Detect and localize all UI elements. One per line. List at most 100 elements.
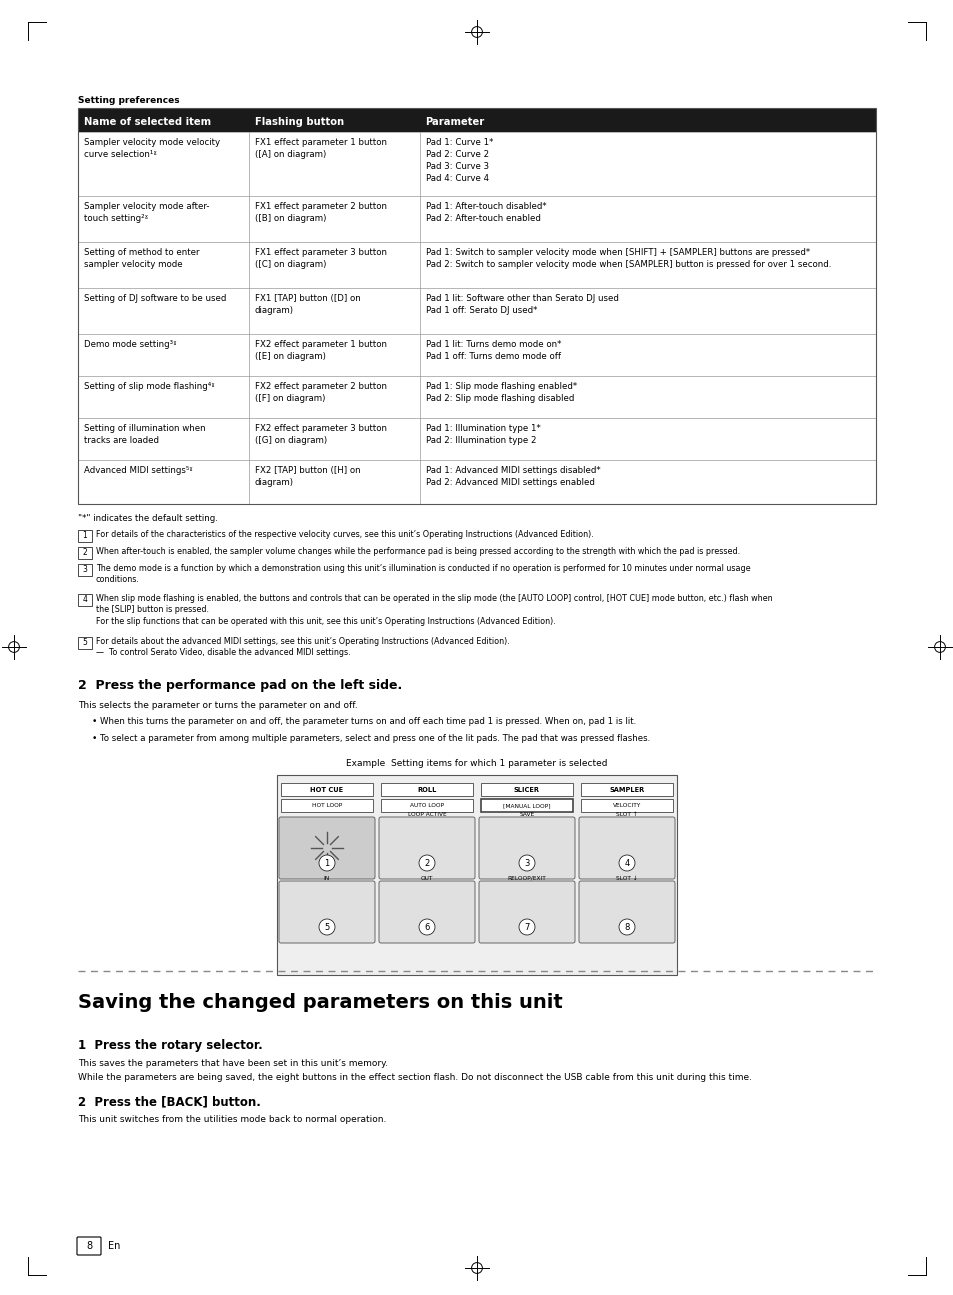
Text: 2: 2 [83, 549, 88, 558]
Text: 8: 8 [86, 1241, 92, 1251]
Text: 3: 3 [83, 566, 88, 575]
Text: 2  Press the performance pad on the left side.: 2 Press the performance pad on the left … [78, 679, 402, 692]
Text: 7: 7 [524, 922, 529, 931]
Circle shape [418, 855, 435, 872]
Text: Pad 1 lit: Turns demo mode on*
Pad 1 off: Turns demo mode off: Pad 1 lit: Turns demo mode on* Pad 1 off… [425, 341, 560, 361]
Text: HOT CUE: HOT CUE [310, 786, 343, 793]
Bar [580, 799, 672, 812]
Text: 1  Press the rotary selector.: 1 Press the rotary selector. [78, 1039, 262, 1052]
Text: Setting preferences: Setting preferences [78, 96, 179, 105]
Text: Setting of slip mode flashing⁴ˠ: Setting of slip mode flashing⁴ˠ [84, 382, 214, 391]
Text: 5: 5 [324, 922, 330, 931]
FancyBboxPatch shape [378, 881, 475, 943]
Text: Pad 1 lit: Software other than Serato DJ used
Pad 1 off: Serato DJ used*: Pad 1 lit: Software other than Serato DJ… [425, 294, 618, 315]
Text: When after-touch is enabled, the sampler volume changes while the performance pa: When after-touch is enabled, the sampler… [96, 546, 740, 556]
Text: FX2 effect parameter 3 button
([G] on diagram): FX2 effect parameter 3 button ([G] on di… [254, 423, 386, 445]
Text: 5: 5 [83, 638, 88, 648]
Text: FX2 effect parameter 2 button
([F] on diagram): FX2 effect parameter 2 button ([F] on di… [254, 382, 386, 403]
Circle shape [618, 855, 635, 872]
Text: This selects the parameter or turns the parameter on and off.: This selects the parameter or turns the … [78, 701, 357, 710]
Text: SAVE: SAVE [518, 812, 534, 817]
Bar [281, 783, 373, 796]
Text: IN: IN [323, 875, 330, 881]
Text: Setting of illumination when
tracks are loaded: Setting of illumination when tracks are … [84, 423, 206, 445]
Text: [MANUAL LOOP]: [MANUAL LOOP] [502, 803, 550, 808]
FancyBboxPatch shape [278, 881, 375, 943]
Text: 6: 6 [424, 922, 429, 931]
FancyBboxPatch shape [578, 881, 675, 943]
Text: FX2 [TAP] button ([H] on
diagram): FX2 [TAP] button ([H] on diagram) [254, 466, 360, 487]
Circle shape [318, 919, 335, 935]
Bar [276, 774, 677, 975]
Circle shape [518, 855, 535, 872]
Text: SAMPLER: SAMPLER [609, 786, 644, 793]
Text: Pad 1: Illumination type 1*
Pad 2: Illumination type 2: Pad 1: Illumination type 1* Pad 2: Illum… [425, 423, 539, 445]
Text: Advanced MIDI settings⁵ˠ: Advanced MIDI settings⁵ˠ [84, 466, 193, 475]
Text: ROLL: ROLL [416, 786, 436, 793]
Text: For details of the characteristics of the respective velocity curves, see this u: For details of the characteristics of th… [96, 530, 593, 539]
Text: SLOT ↓: SLOT ↓ [616, 875, 638, 881]
Bar [480, 783, 573, 796]
Bar [580, 783, 672, 796]
Text: HOT LOOP: HOT LOOP [312, 803, 342, 808]
Circle shape [418, 919, 435, 935]
Circle shape [318, 855, 335, 872]
FancyBboxPatch shape [77, 1237, 101, 1255]
FancyBboxPatch shape [278, 817, 375, 879]
Bar [78, 107, 249, 132]
Text: FX1 effect parameter 3 button
([C] on diagram): FX1 effect parameter 3 button ([C] on di… [254, 249, 386, 269]
Text: OUT: OUT [420, 875, 433, 881]
Text: Parameter: Parameter [425, 117, 484, 127]
Text: When slip mode flashing is enabled, the buttons and controls that can be operate: When slip mode flashing is enabled, the … [96, 594, 772, 625]
Text: 4: 4 [83, 596, 88, 605]
FancyBboxPatch shape [78, 530, 92, 541]
Text: The demo mode is a function by which a demonstration using this unit’s illuminat: The demo mode is a function by which a d… [96, 565, 750, 584]
Text: Pad 1: Curve 1*
Pad 2: Curve 2
Pad 3: Curve 3
Pad 4: Curve 4: Pad 1: Curve 1* Pad 2: Curve 2 Pad 3: Cu… [425, 139, 493, 184]
Bar [419, 107, 875, 132]
Circle shape [518, 919, 535, 935]
Text: Pad 1: Slip mode flashing enabled*
Pad 2: Slip mode flashing disabled: Pad 1: Slip mode flashing enabled* Pad 2… [425, 382, 576, 403]
Bar [249, 107, 419, 132]
Text: Sampler velocity mode velocity
curve selection¹ˠ: Sampler velocity mode velocity curve sel… [84, 139, 220, 159]
Text: Flashing button: Flashing button [254, 117, 343, 127]
FancyBboxPatch shape [78, 546, 92, 558]
Text: "*" indicates the default setting.: "*" indicates the default setting. [78, 514, 217, 523]
Text: 4: 4 [623, 859, 629, 868]
Text: 2: 2 [424, 859, 429, 868]
Bar [380, 783, 473, 796]
Text: FX1 effect parameter 2 button
([B] on diagram): FX1 effect parameter 2 button ([B] on di… [254, 202, 386, 223]
Text: For details about the advanced MIDI settings, see this unit’s Operating Instruct: For details about the advanced MIDI sett… [96, 637, 509, 658]
Text: 3: 3 [524, 859, 529, 868]
Text: When this turns the parameter on and off, the parameter turns on and off each ti: When this turns the parameter on and off… [100, 717, 636, 726]
FancyBboxPatch shape [378, 817, 475, 879]
Text: •: • [91, 734, 97, 743]
FancyBboxPatch shape [578, 817, 675, 879]
Text: Pad 1: Switch to sampler velocity mode when [SHIFT] + [SAMPLER] buttons are pres: Pad 1: Switch to sampler velocity mode w… [425, 249, 830, 269]
Text: RELOOP/EXIT: RELOOP/EXIT [507, 875, 546, 881]
Text: Pad 1: Advanced MIDI settings disabled*
Pad 2: Advanced MIDI settings enabled: Pad 1: Advanced MIDI settings disabled* … [425, 466, 599, 487]
FancyBboxPatch shape [78, 593, 92, 606]
Text: This saves the parameters that have been set in this unit’s memory.: This saves the parameters that have been… [78, 1059, 388, 1068]
Text: •: • [91, 717, 97, 726]
Text: While the parameters are being saved, the eight buttons in the effect section fl: While the parameters are being saved, th… [78, 1074, 751, 1083]
FancyBboxPatch shape [78, 637, 92, 649]
Bar [480, 799, 573, 812]
Text: Demo mode setting³ˠ: Demo mode setting³ˠ [84, 341, 176, 348]
Text: 1: 1 [324, 859, 330, 868]
Bar [380, 799, 473, 812]
Text: FX1 [TAP] button ([D] on
diagram): FX1 [TAP] button ([D] on diagram) [254, 294, 360, 315]
Text: Name of selected item: Name of selected item [84, 117, 211, 127]
Text: SLOT ↑: SLOT ↑ [616, 812, 638, 817]
Text: FX2 effect parameter 1 button
([E] on diagram): FX2 effect parameter 1 button ([E] on di… [254, 341, 386, 361]
Text: SLICER: SLICER [514, 786, 539, 793]
Text: Sampler velocity mode after-
touch setting²ˠ: Sampler velocity mode after- touch setti… [84, 202, 210, 223]
Text: 2  Press the [BACK] button.: 2 Press the [BACK] button. [78, 1096, 260, 1109]
Text: To select a parameter from among multiple parameters, select and press one of th: To select a parameter from among multipl… [100, 734, 650, 743]
Text: VELOCITY: VELOCITY [612, 803, 640, 808]
FancyBboxPatch shape [478, 881, 575, 943]
Text: This unit switches from the utilities mode back to normal operation.: This unit switches from the utilities mo… [78, 1115, 386, 1124]
Text: En: En [108, 1241, 120, 1251]
Text: 1: 1 [83, 531, 88, 540]
Text: Example  Setting items for which 1 parameter is selected: Example Setting items for which 1 parame… [346, 759, 607, 768]
Text: 8: 8 [623, 922, 629, 931]
